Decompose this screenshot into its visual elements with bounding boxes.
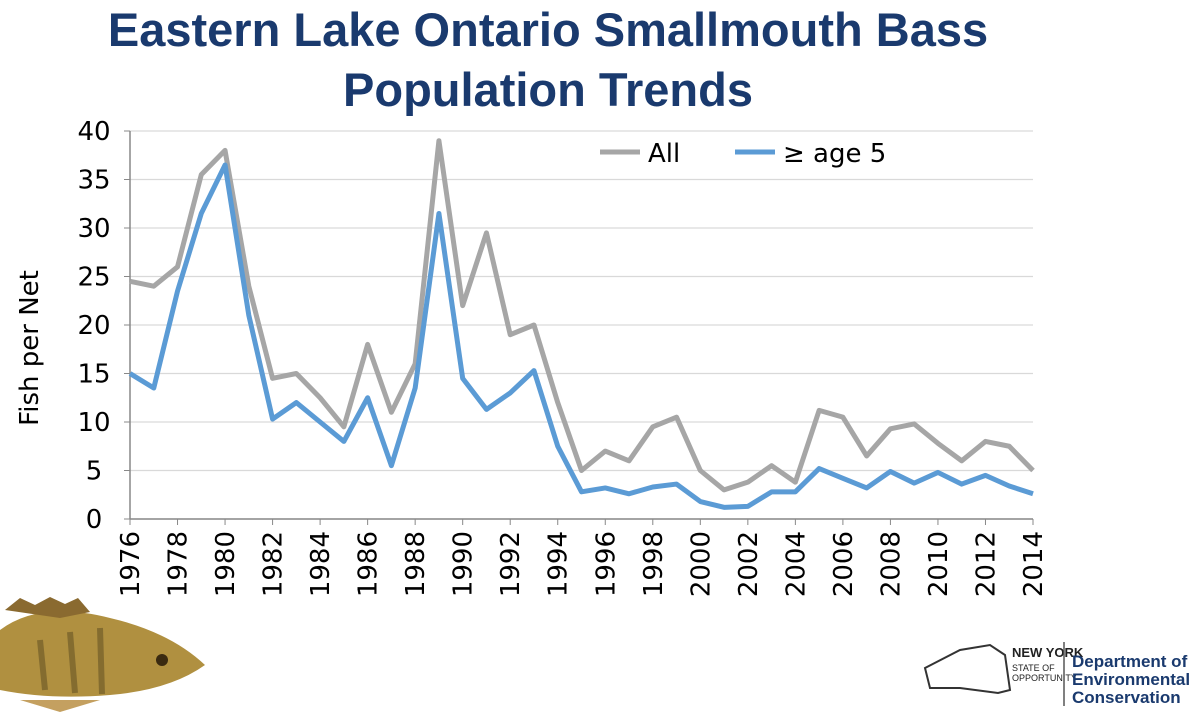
x-tick-label: 2010: [924, 531, 954, 597]
logo-tagline: STATE OF: [1012, 663, 1055, 673]
x-tick-label: 1988: [401, 531, 431, 597]
logo-dept: Environmental: [1072, 670, 1190, 689]
fish-illustration: [0, 597, 205, 712]
x-tick-label: 1982: [259, 531, 289, 597]
x-tick-label: 1996: [591, 531, 621, 597]
y-axis-label: Fish per Net: [15, 270, 45, 426]
x-tick-label: 2002: [734, 531, 764, 597]
x-tick-label: 1978: [164, 531, 194, 597]
y-tick-label: 10: [77, 408, 110, 438]
data-line: [128, 162, 1034, 510]
x-tick-label: 1976: [116, 531, 146, 597]
chart-subtitle: Population Trends: [343, 63, 753, 116]
x-tick-label: 1992: [496, 531, 526, 597]
data-line: [129, 138, 1035, 493]
y-tick-label: 5: [86, 457, 103, 487]
y-tick-label: 15: [77, 360, 110, 390]
y-tick-label: 30: [77, 214, 110, 244]
logo-tagline: OPPORTUNITY: [1012, 673, 1077, 683]
legend-label: ≥ age 5: [783, 139, 886, 169]
logo-dept: Conservation: [1072, 688, 1181, 707]
x-tick-label: 2006: [829, 531, 859, 597]
logo: NEW YORK STATE OF OPPORTUNITY Department…: [923, 642, 1190, 707]
x-tick-label: 1980: [211, 531, 241, 597]
x-tick-label: 1994: [544, 531, 574, 597]
y-tick-label: 25: [77, 263, 110, 293]
x-tick-label: 2004: [781, 531, 811, 597]
x-tick-label: 1986: [354, 531, 384, 597]
logo-dept: Department of: [1072, 652, 1188, 671]
x-tick-label: 2012: [971, 531, 1001, 597]
x-tick-label: 2014: [1019, 531, 1049, 597]
y-tick-label: 40: [77, 117, 110, 147]
y-tick-label: 20: [77, 311, 110, 341]
x-tick-label: 1998: [639, 531, 669, 597]
y-tick-label: 35: [77, 166, 110, 196]
logo-state: NEW YORK: [1012, 645, 1084, 660]
x-tick-label: 1990: [449, 531, 479, 597]
chart-title: Eastern Lake Ontario Smallmouth Bass: [108, 3, 988, 56]
x-tick-label: 2008: [876, 531, 906, 597]
legend-label: All: [648, 139, 680, 169]
x-tick-label: 2000: [686, 531, 716, 597]
y-tick-label: 0: [86, 505, 103, 535]
x-tick-label: 1984: [306, 531, 336, 597]
